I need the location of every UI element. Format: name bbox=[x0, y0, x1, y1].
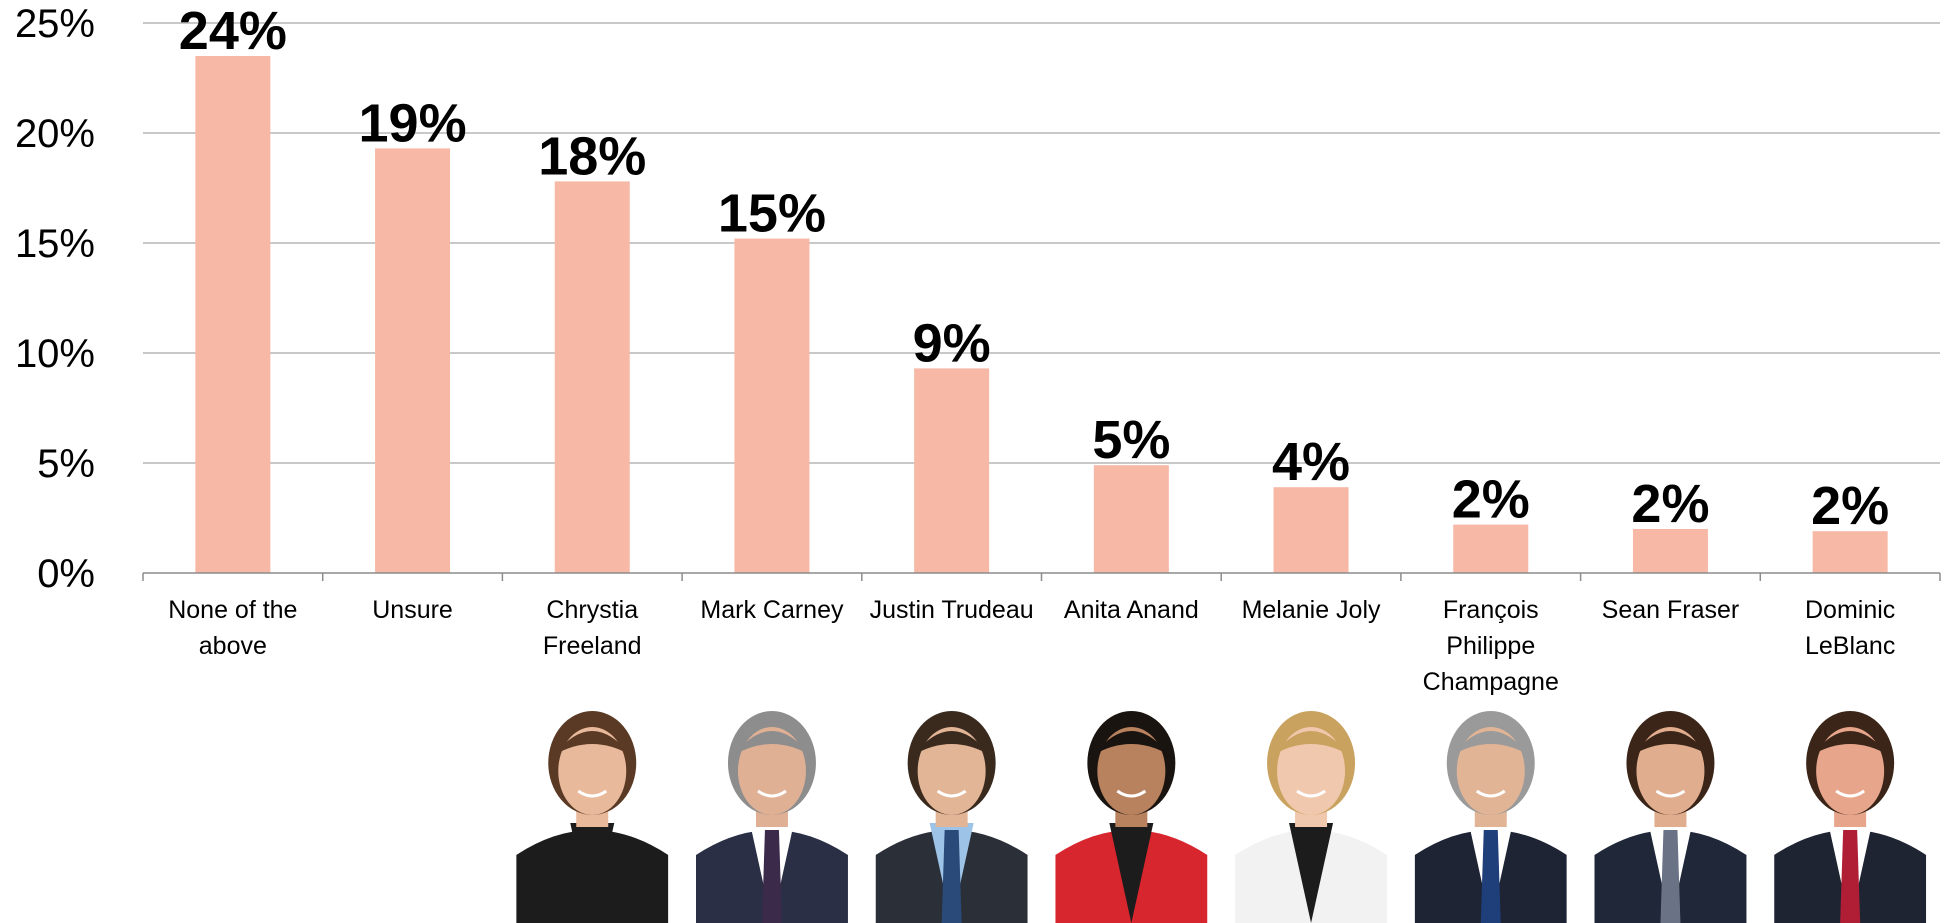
portrait-smile bbox=[1475, 789, 1506, 798]
bar bbox=[914, 368, 990, 573]
data-label: 15% bbox=[718, 184, 826, 244]
y-tick-label: 5% bbox=[37, 442, 95, 486]
data-label: 2% bbox=[1452, 470, 1530, 530]
portrait-face bbox=[1097, 727, 1166, 815]
y-tick-label: 10% bbox=[15, 332, 95, 376]
portrait-photo-icon bbox=[1235, 705, 1388, 923]
portrait-figure bbox=[875, 705, 1028, 923]
portrait-smile bbox=[577, 789, 608, 798]
x-tick-label: Chrystia Freeland bbox=[543, 596, 642, 660]
portrait-figure bbox=[1235, 705, 1388, 923]
tick-labels: 0% 5% 10% 15% 20% 25% None of the above Unsure Ch… bbox=[15, 2, 1895, 696]
portrait-face bbox=[1636, 727, 1705, 815]
portrait-tie bbox=[1660, 830, 1681, 923]
portrait-smile bbox=[1655, 789, 1686, 798]
portrait-figure bbox=[516, 705, 669, 923]
portrait-face bbox=[737, 727, 806, 815]
portrait-smile bbox=[936, 789, 967, 798]
portrait-hair-top bbox=[1632, 731, 1709, 755]
portrait-smile bbox=[1116, 789, 1147, 798]
portrait-shirt bbox=[1289, 823, 1334, 923]
x-tick-label: Anita Anand bbox=[1064, 596, 1199, 624]
portrait-smile bbox=[757, 789, 787, 798]
portrait-hair-top bbox=[913, 731, 990, 755]
portrait-photo-icon bbox=[1414, 705, 1567, 923]
portrait-hair-top bbox=[1093, 731, 1170, 755]
y-tick-label: 25% bbox=[15, 2, 95, 46]
x-tick-label: Dominic LeBlanc bbox=[1805, 596, 1895, 660]
portrait-tie bbox=[761, 830, 782, 923]
portrait-photo-icon bbox=[1774, 705, 1927, 923]
data-label: 18% bbox=[538, 126, 646, 186]
x-tick-label: None of the above bbox=[168, 596, 297, 660]
portrait-hair-top bbox=[1452, 731, 1529, 755]
data-labels: 24% 19% 18% 15% 9% 5% 4% 2% 2% 2% bbox=[179, 1, 1889, 536]
portrait-tie bbox=[1480, 830, 1501, 923]
y-tick-label: 20% bbox=[15, 112, 95, 156]
data-label: 19% bbox=[359, 93, 467, 153]
portrait-hair-top bbox=[1812, 731, 1889, 755]
data-label: 4% bbox=[1272, 432, 1350, 492]
portrait-face bbox=[558, 727, 627, 815]
portrait-face bbox=[917, 727, 986, 815]
portrait-figure bbox=[1414, 705, 1567, 923]
portrait-hair-top bbox=[554, 731, 631, 755]
portrait-tie bbox=[941, 830, 962, 923]
portrait-hair-top bbox=[733, 731, 810, 755]
portrait-shirt bbox=[570, 823, 615, 923]
bar bbox=[1273, 487, 1349, 573]
data-label: 24% bbox=[179, 1, 287, 61]
data-label: 9% bbox=[913, 313, 991, 373]
portrait-tie bbox=[1840, 830, 1861, 923]
x-tick-label: François Philippe Champagne bbox=[1423, 596, 1559, 696]
portrait-face bbox=[1277, 727, 1346, 815]
bar bbox=[1453, 524, 1529, 573]
portrait-hair-top bbox=[1273, 731, 1350, 755]
bar bbox=[1632, 529, 1708, 573]
data-label: 2% bbox=[1811, 476, 1889, 536]
bars bbox=[195, 56, 1888, 573]
portrait-figure bbox=[1055, 705, 1208, 923]
bar bbox=[375, 148, 451, 573]
bar bbox=[195, 56, 271, 573]
portrait-photo-icon bbox=[1594, 705, 1747, 923]
portrait-photo-icon bbox=[1055, 705, 1208, 923]
portrait-figure bbox=[695, 705, 848, 923]
portrait-face bbox=[1456, 727, 1525, 815]
bar bbox=[1093, 465, 1169, 573]
portrait-shirt bbox=[1109, 823, 1154, 923]
x-tick-label: Mark Carney bbox=[700, 596, 844, 624]
x-tick-label: Sean Fraser bbox=[1602, 596, 1740, 624]
y-tick-label: 0% bbox=[37, 552, 95, 596]
data-label: 5% bbox=[1092, 410, 1170, 470]
portrait-photo-icon bbox=[516, 705, 669, 923]
bar bbox=[554, 181, 630, 573]
portrait-figure bbox=[1774, 705, 1927, 923]
bar bbox=[734, 238, 810, 573]
portrait-smile bbox=[1835, 789, 1866, 798]
data-label: 2% bbox=[1631, 474, 1709, 534]
portrait-photos bbox=[516, 705, 1927, 923]
axes bbox=[142, 572, 1941, 581]
portrait-photo-icon bbox=[875, 705, 1028, 923]
portrait-photo-icon bbox=[695, 705, 848, 923]
portrait-smile bbox=[1296, 789, 1326, 798]
portrait-figure bbox=[1594, 705, 1747, 923]
y-tick-label: 15% bbox=[15, 222, 95, 266]
x-tick-label: Justin Trudeau bbox=[870, 596, 1034, 624]
portrait-face bbox=[1816, 727, 1885, 815]
x-tick-label: Melanie Joly bbox=[1242, 596, 1381, 624]
bar bbox=[1812, 531, 1888, 573]
x-tick-label: Unsure bbox=[372, 596, 453, 624]
